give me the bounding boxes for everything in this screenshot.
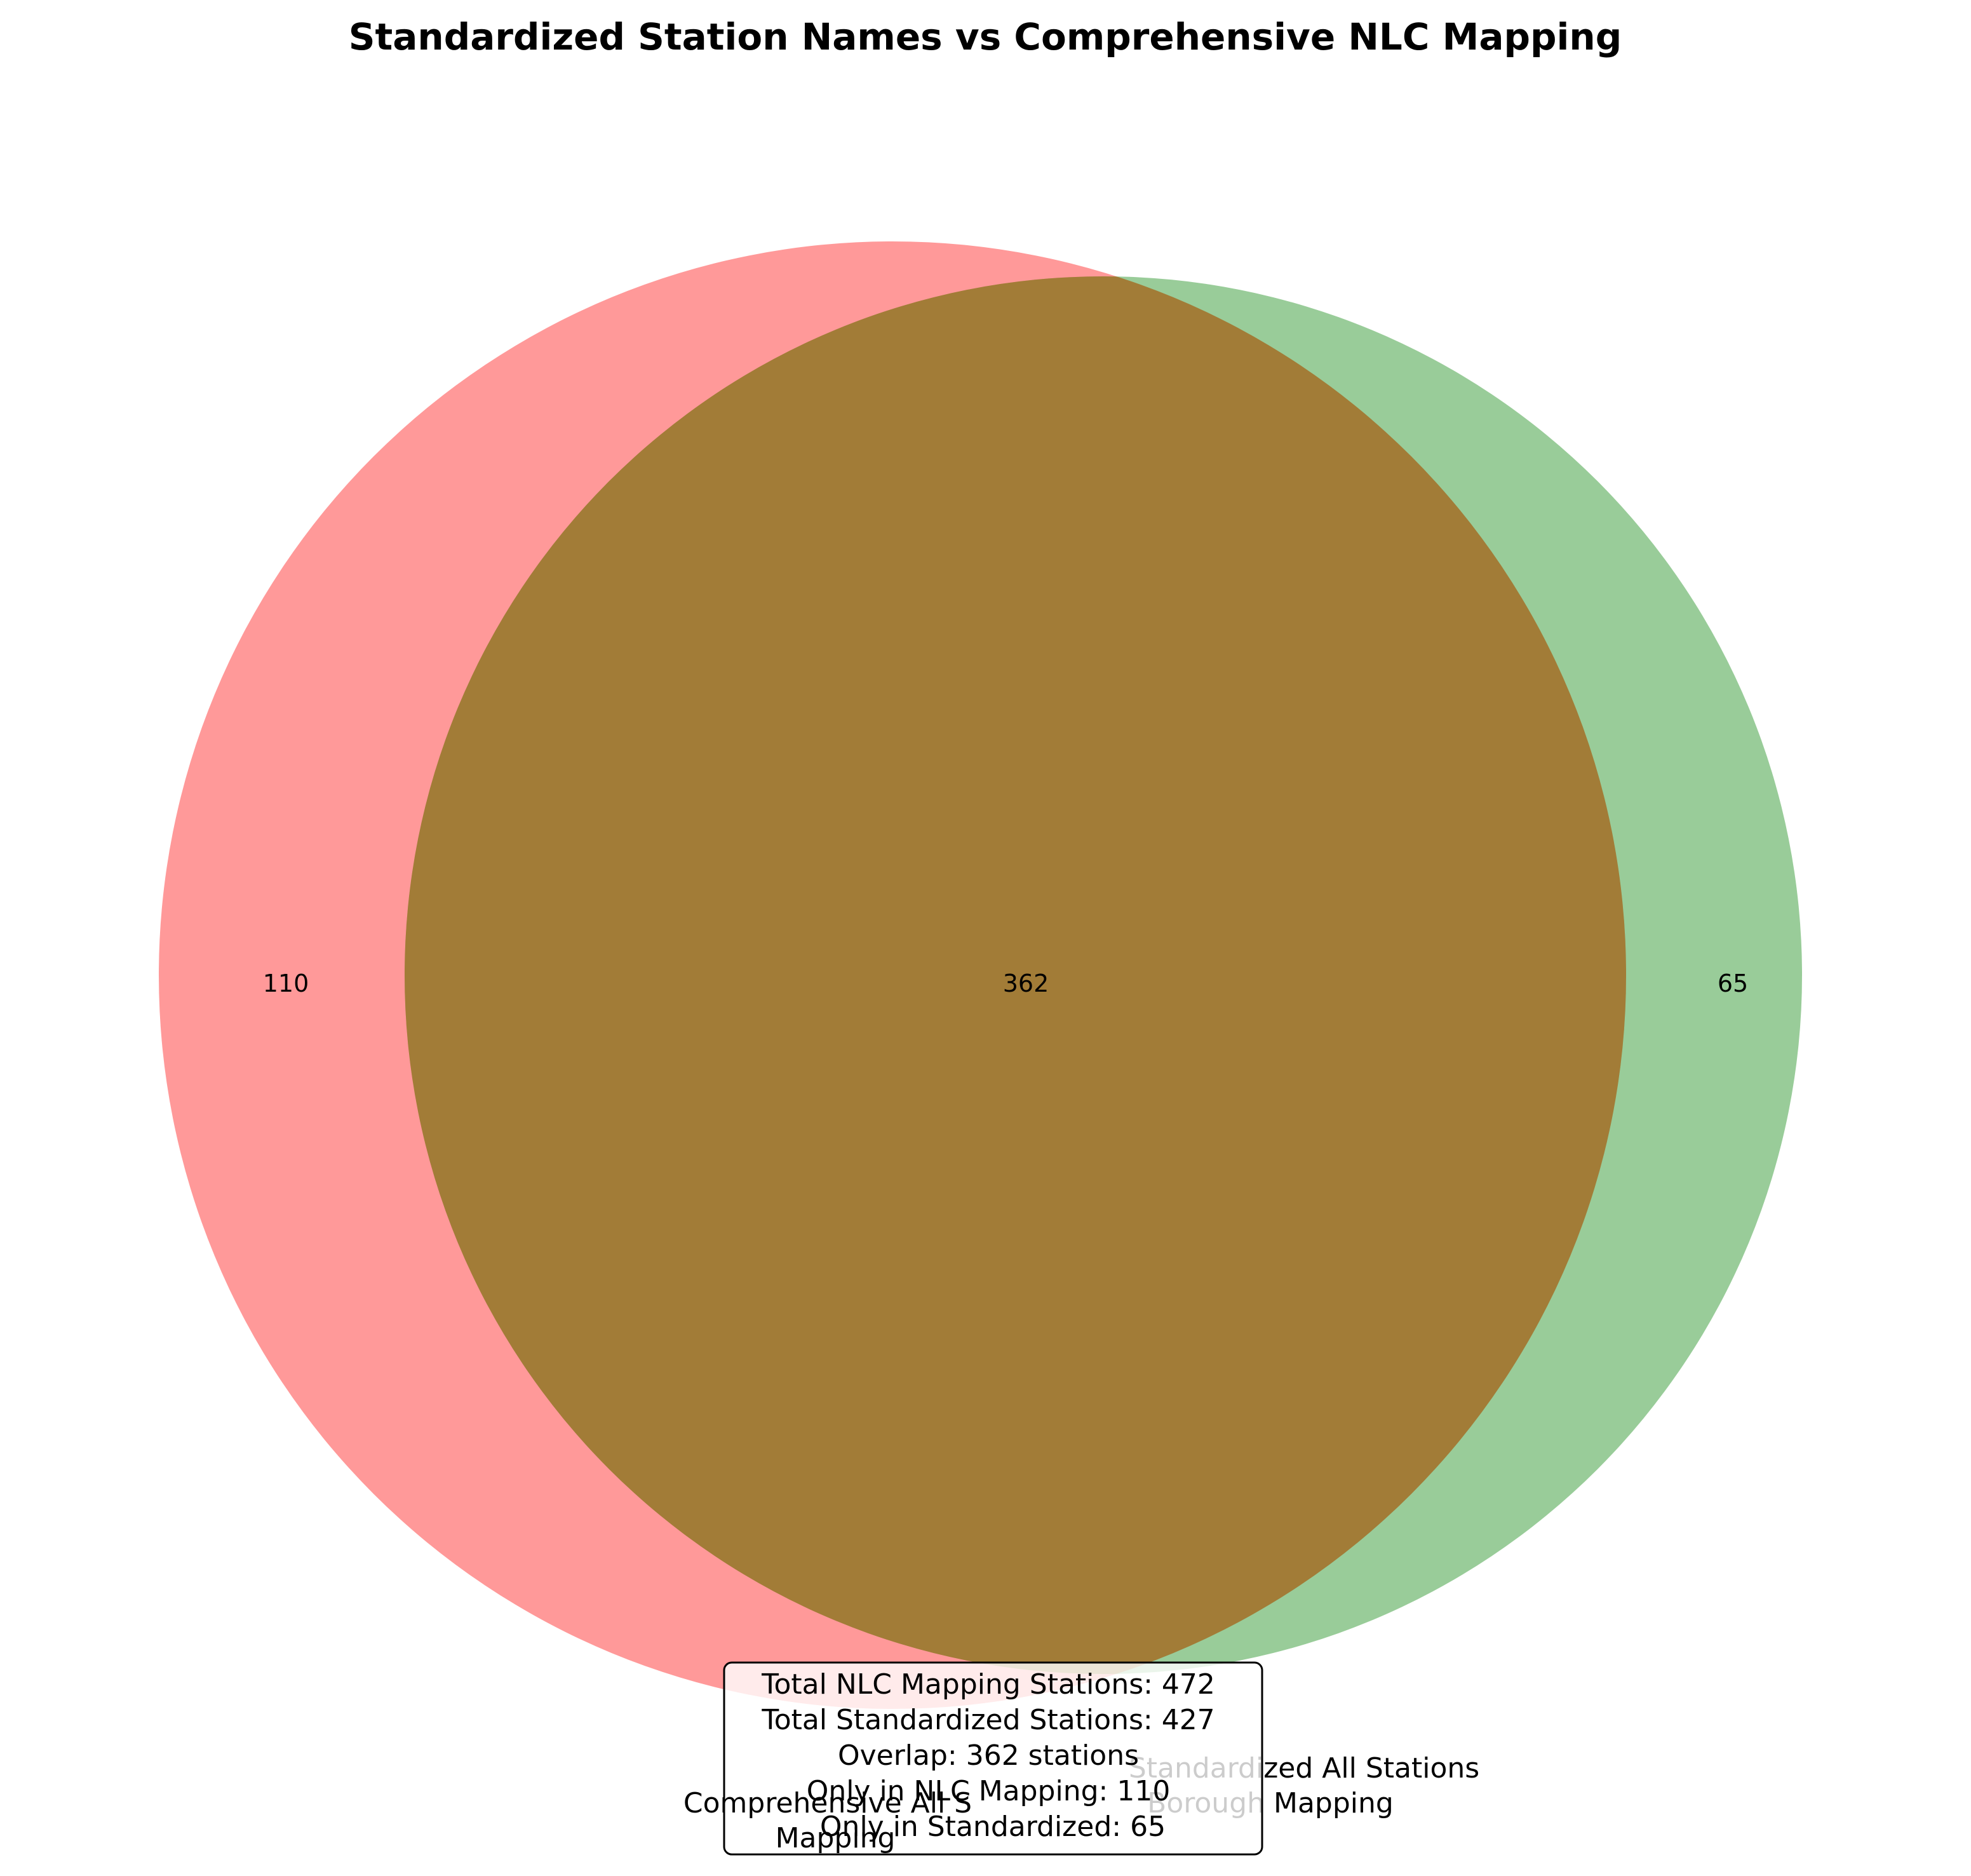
- region-labels: 110 362 65: [263, 969, 1748, 997]
- only-a-count: 110: [263, 969, 309, 997]
- set-a-label-group: Comprehensive All S Mapping: [683, 1787, 981, 1854]
- stats-line-only-standardized: Only in Standardized: 65: [820, 1811, 1166, 1843]
- overlap-count: 362: [1003, 969, 1049, 997]
- set-b-circle: [405, 276, 1802, 1674]
- set-a-label: Comprehensive All S Mapping: [683, 1787, 981, 1854]
- stats-text: Total NLC Mapping Stations: 472 Total St…: [761, 1668, 1224, 1843]
- set-a-label-line-2: Mapping: [776, 1822, 896, 1854]
- overlap-region: [405, 276, 1626, 1674]
- set-a-label-line-1: Comprehensive All S: [683, 1787, 972, 1819]
- stats-line-only-nlc: Only in NLC Mapping: 110: [807, 1775, 1171, 1807]
- venn-circles: [159, 241, 1802, 1709]
- chart-title: Standardized Station Names vs Comprehens…: [349, 15, 1622, 58]
- stats-line-total-standardized: Total Standardized Stations: 427: [761, 1704, 1214, 1736]
- set-a-circle: [159, 241, 1626, 1709]
- stats-box-frame: [723, 1661, 1263, 1856]
- only-b-count: 65: [1718, 969, 1748, 997]
- stats-line-overlap: Overlap: 362 stations: [838, 1739, 1139, 1772]
- stats-line-total-nlc: Total NLC Mapping Stations: 472: [761, 1668, 1215, 1701]
- stats-box: Total NLC Mapping Stations: 472 Total St…: [723, 1661, 1263, 1856]
